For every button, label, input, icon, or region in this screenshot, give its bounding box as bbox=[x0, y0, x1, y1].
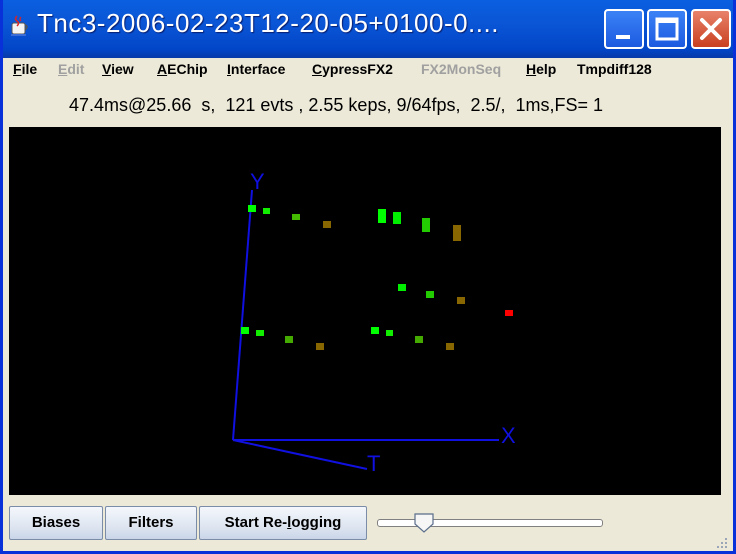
x-axis-label: X bbox=[501, 423, 516, 448]
window-title: Tnc3-2006-02-23T12-20-05+0100-0.... bbox=[37, 8, 499, 38]
minimize-button[interactable] bbox=[604, 9, 644, 49]
event-marker bbox=[415, 336, 423, 343]
filters-button[interactable]: Filters bbox=[105, 506, 197, 540]
event-marker bbox=[256, 330, 264, 336]
slider-track[interactable] bbox=[377, 519, 603, 527]
event-marker bbox=[453, 225, 461, 241]
close-icon bbox=[700, 18, 722, 40]
maximize-icon bbox=[655, 17, 679, 41]
menu-bar: File Edit View AEChip Interface CypressF… bbox=[3, 58, 733, 84]
event-marker bbox=[393, 212, 401, 224]
event-marker bbox=[316, 343, 324, 350]
status-line: 47.4ms@25.66 s, 121 evts , 2.55 keps, 9/… bbox=[3, 86, 733, 124]
events-layer bbox=[241, 205, 513, 350]
menu-interface[interactable]: Interface bbox=[227, 61, 286, 77]
event-marker bbox=[378, 209, 386, 223]
event-marker bbox=[263, 208, 270, 214]
close-button[interactable] bbox=[691, 9, 731, 49]
event-marker bbox=[371, 327, 379, 334]
t-axis-line bbox=[232, 439, 368, 470]
event-marker bbox=[386, 330, 393, 336]
t-axis-label: T bbox=[367, 451, 380, 476]
event-marker bbox=[457, 297, 465, 304]
menu-tmpdiff128[interactable]: Tmpdiff128 bbox=[577, 61, 652, 77]
menu-file[interactable]: File bbox=[13, 61, 38, 77]
menu-aechip[interactable]: AEChip bbox=[157, 61, 208, 77]
event-marker bbox=[292, 214, 300, 220]
resize-grip-icon[interactable] bbox=[715, 536, 729, 550]
start-relogging-button[interactable]: Start Re-logging bbox=[199, 506, 367, 540]
y-axis-line bbox=[232, 189, 253, 441]
event-marker bbox=[398, 284, 406, 291]
menu-cypressfx2[interactable]: CypressFX2 bbox=[312, 61, 393, 77]
event-marker bbox=[426, 291, 434, 298]
event-marker bbox=[285, 336, 293, 343]
menu-view[interactable]: View bbox=[102, 61, 134, 77]
y-axis-label: Y bbox=[250, 169, 265, 194]
control-bar: Biases Filters Start Re-logging bbox=[3, 500, 733, 554]
menu-fx2monseq[interactable]: FX2MonSeq bbox=[421, 61, 502, 77]
minimize-icon bbox=[616, 35, 630, 39]
java-app-icon[interactable] bbox=[9, 14, 31, 38]
event-display-canvas[interactable]: Y X T bbox=[9, 127, 721, 495]
biases-button[interactable]: Biases bbox=[9, 506, 103, 540]
slider-thumb[interactable] bbox=[413, 512, 435, 534]
menu-edit[interactable]: Edit bbox=[58, 61, 85, 77]
menu-help[interactable]: Help bbox=[526, 61, 557, 77]
title-bar[interactable]: Tnc3-2006-02-23T12-20-05+0100-0.... bbox=[3, 0, 733, 58]
event-marker bbox=[446, 343, 454, 350]
event-marker bbox=[241, 327, 249, 334]
event-marker bbox=[422, 218, 430, 232]
event-marker bbox=[248, 205, 256, 212]
status-text: 47.4ms@25.66 s, 121 evts , 2.55 keps, 9/… bbox=[69, 95, 604, 115]
event-marker bbox=[323, 221, 331, 228]
event-marker bbox=[505, 310, 513, 316]
maximize-button[interactable] bbox=[647, 9, 687, 49]
event-3d-view[interactable]: Y X T bbox=[9, 127, 721, 495]
